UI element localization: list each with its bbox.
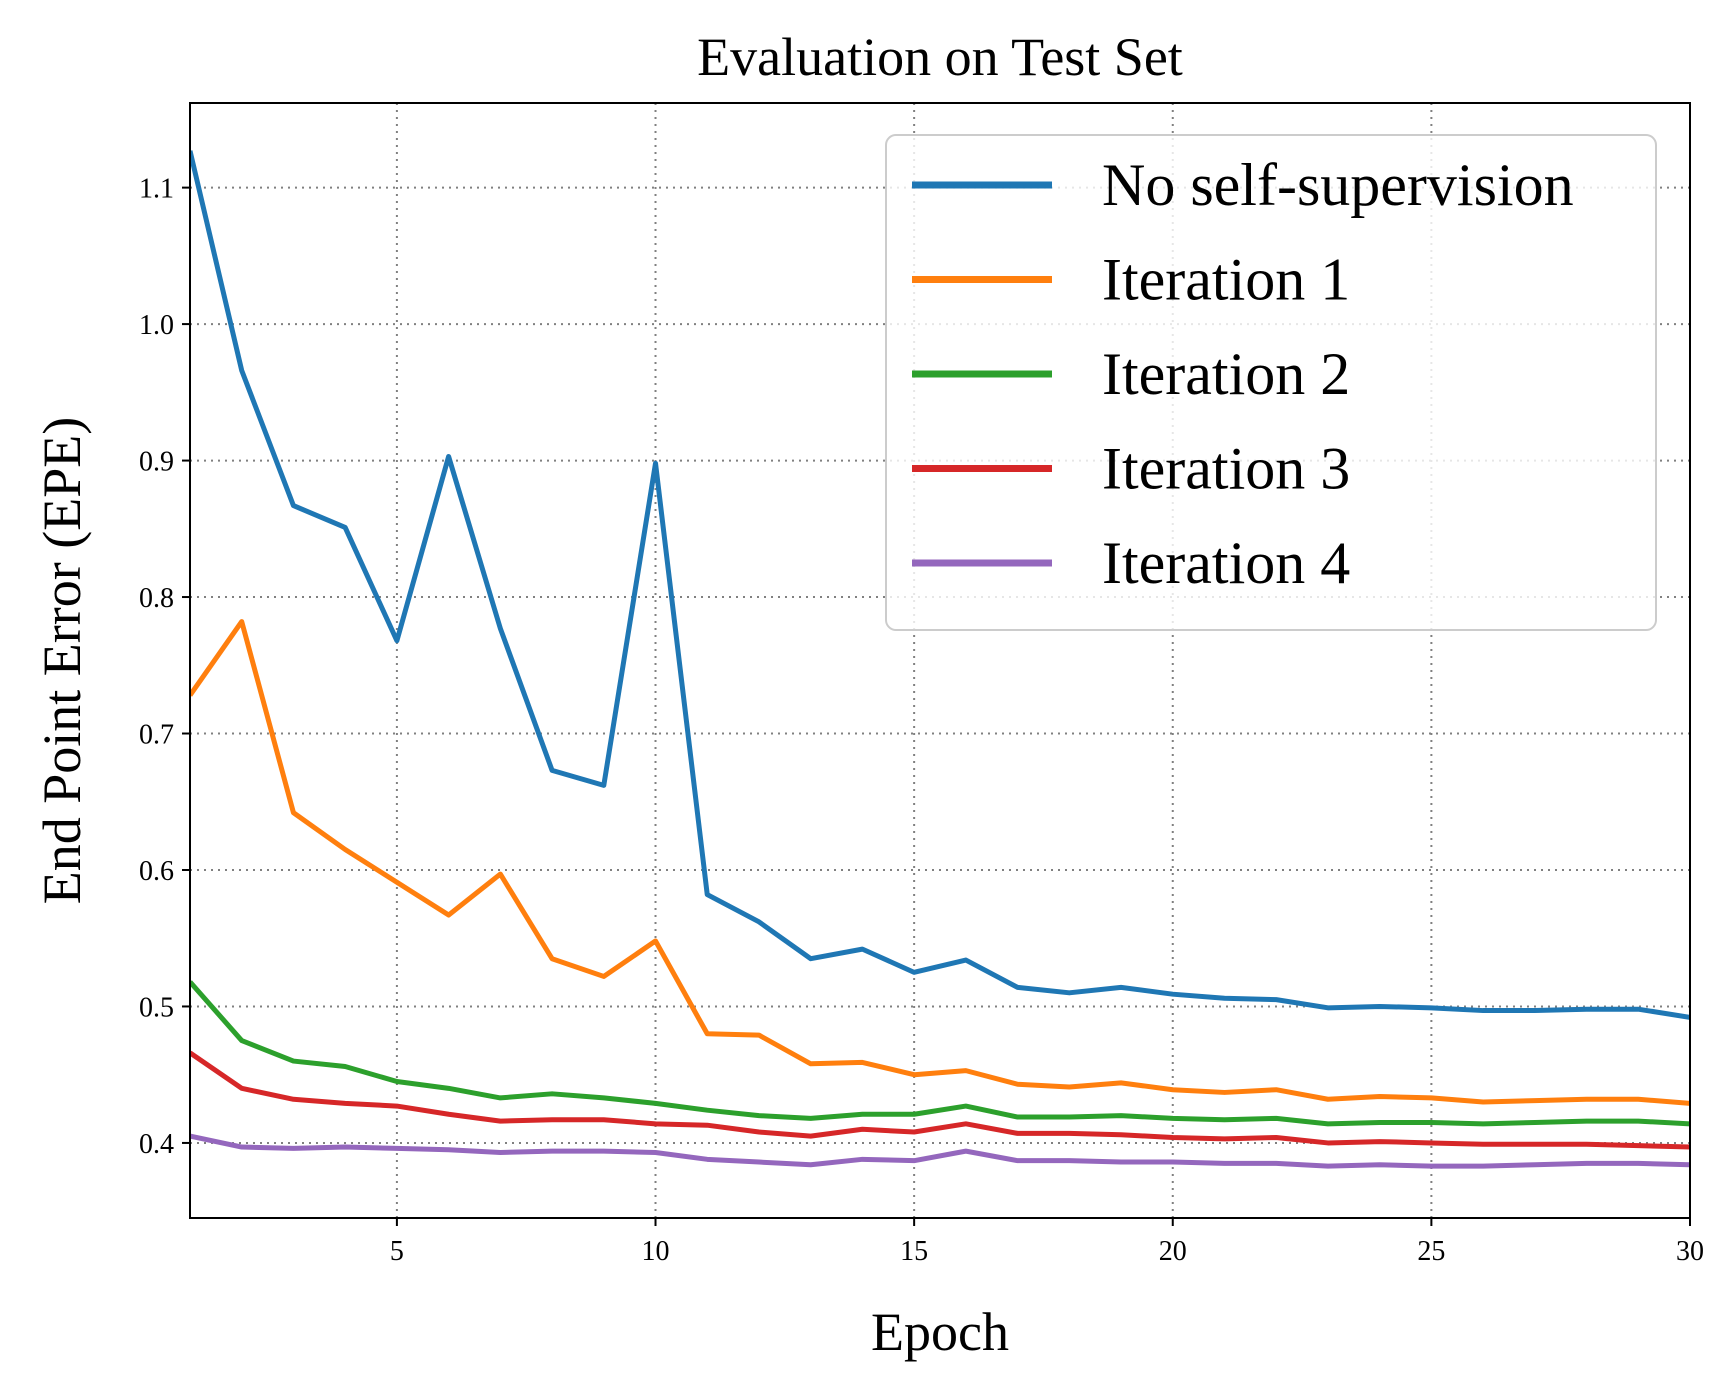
x-axis-label: Epoch <box>871 1302 1009 1362</box>
x-axis-ticks: 5 10 15 20 25 30 <box>390 1218 1704 1267</box>
series-line-3 <box>190 980 1690 1127</box>
legend-label-5: Iteration 4 <box>1102 530 1350 596</box>
y-tick-label: 0.9 <box>139 447 174 478</box>
plot-frame <box>189 102 1691 1219</box>
legend-box <box>885 134 1657 631</box>
series-line-5 <box>190 1133 1690 1169</box>
y-tick-label: 0.7 <box>139 720 174 751</box>
legend: No self-supervision Iteration 1 Iteration … <box>885 134 1657 631</box>
series-line-4 <box>190 1050 1690 1150</box>
legend-label-4: Iteration 3 <box>1102 436 1350 502</box>
y-axis-label: End Point Error (EPE) <box>32 417 92 904</box>
x-tick-label: 25 <box>1417 1236 1445 1267</box>
series-lines <box>190 150 1690 1169</box>
y-tick-label: 0.5 <box>139 992 174 1023</box>
x-tick-label: 5 <box>390 1236 404 1267</box>
series-line-2 <box>190 619 1690 1106</box>
x-tick-label: 30 <box>1676 1236 1704 1267</box>
y-tick-label: 0.4 <box>139 1129 174 1160</box>
y-tick-label: 0.6 <box>139 856 174 887</box>
y-tick-label: 1.0 <box>139 310 174 341</box>
y-axis-ticks: 0.4 0.5 0.6 0.7 0.8 0.9 1.0 1.1 <box>139 174 190 1160</box>
x-tick-label: 10 <box>642 1236 670 1267</box>
legend-label-3: Iteration 2 <box>1102 341 1350 407</box>
legend-label-2: Iteration 1 <box>1102 247 1350 313</box>
x-tick-label: 15 <box>900 1236 928 1267</box>
chart-title: Evaluation on Test Set <box>697 27 1183 87</box>
legend-label-1: No self-supervision <box>1102 152 1574 218</box>
y-tick-label: 1.1 <box>139 174 174 205</box>
y-tick-label: 0.8 <box>139 583 174 614</box>
series-line-1 <box>190 150 1690 1020</box>
x-tick-label: 20 <box>1159 1236 1187 1267</box>
